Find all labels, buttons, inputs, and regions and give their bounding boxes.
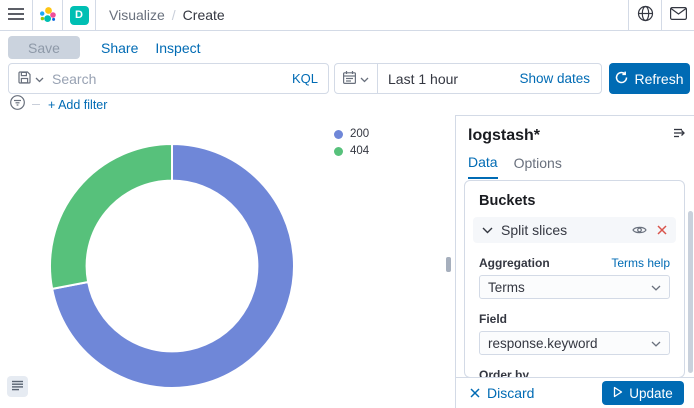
legend-toggle-button[interactable] — [7, 376, 28, 397]
show-dates-button[interactable]: Show dates — [519, 71, 601, 86]
buckets-card: Buckets Split slices — [464, 180, 685, 378]
space-badge[interactable]: D — [69, 5, 89, 25]
refresh-icon — [615, 71, 628, 87]
time-range-value[interactable]: Last 1 hour — [388, 70, 459, 87]
legend-item-404[interactable]: 404 — [334, 145, 369, 157]
top-nav: Save Share Inspect — [0, 32, 694, 63]
space-selector[interactable]: D — [63, 0, 96, 30]
split-slices-accordion[interactable]: Split slices — [473, 217, 676, 243]
panel-resize-handle[interactable] — [446, 257, 451, 272]
panel-scrollbar[interactable] — [688, 211, 693, 373]
filter-options-button[interactable] — [10, 94, 25, 115]
hamburger-icon — [8, 7, 24, 24]
field-select[interactable]: response.keyword — [479, 331, 670, 355]
list-icon — [12, 379, 23, 394]
donut-slice-404[interactable] — [49, 143, 173, 290]
buckets-heading: Buckets — [479, 193, 536, 209]
field-label: Field — [479, 312, 508, 326]
editor-side-panel: logstash* Data Options Buckets Split sli… — [455, 115, 694, 408]
breadcrumb-visualize[interactable]: Visualize — [109, 7, 165, 23]
newsfeed-button[interactable] — [661, 0, 694, 30]
legend-swatch — [334, 129, 343, 139]
terms-help-link[interactable]: Terms help — [611, 256, 670, 270]
saved-query-menu-button[interactable] — [9, 64, 52, 93]
inspect-button[interactable]: Inspect — [155, 39, 201, 56]
search-box: KQL — [8, 63, 329, 94]
share-button[interactable]: Share — [101, 39, 139, 56]
add-filter-button[interactable]: + Add filter — [48, 97, 108, 112]
play-icon — [613, 386, 623, 401]
split-slices-label: Split slices — [501, 222, 568, 238]
eye-icon — [632, 223, 647, 238]
mail-icon — [669, 7, 687, 23]
index-pattern-title: logstash* — [468, 127, 541, 144]
aggregation-label: Aggregation — [479, 256, 550, 270]
menu-right-icon — [672, 128, 686, 143]
aggregation-select[interactable]: Terms — [479, 275, 670, 299]
filter-icon — [10, 94, 25, 115]
update-button[interactable]: Update — [602, 381, 684, 405]
menu-button[interactable] — [0, 0, 33, 30]
query-bar: KQL Last 1 hour Show dates — [0, 63, 694, 94]
chevron-down-icon — [360, 71, 369, 86]
tab-options[interactable]: Options — [514, 154, 562, 179]
breadcrumb-create: Create — [182, 7, 225, 23]
legend-label: 404 — [350, 145, 370, 157]
refresh-button[interactable]: Refresh — [609, 63, 690, 94]
collapse-panel-button[interactable] — [672, 126, 686, 143]
chevron-down-icon — [651, 278, 661, 296]
editor-tabs: Data Options — [468, 154, 562, 179]
date-picker: Last 1 hour Show dates — [334, 63, 602, 94]
legend-swatch — [334, 146, 343, 156]
order-by-label: Order by — [479, 368, 530, 378]
remove-bucket-button[interactable] — [657, 223, 667, 238]
refresh-label: Refresh — [634, 70, 684, 87]
legend-item-200[interactable]: 200 — [334, 128, 369, 140]
panel-footer: Discard Update — [456, 377, 694, 408]
calendar-icon — [343, 70, 357, 87]
search-input[interactable] — [52, 70, 282, 87]
breadcrumb: Visualize / Create — [96, 0, 225, 30]
chevron-down-icon — [35, 71, 44, 86]
chevron-down-icon — [651, 334, 661, 352]
query-language-button[interactable]: KQL — [291, 71, 318, 86]
help-menu-button[interactable] — [628, 0, 661, 30]
globe-icon — [637, 5, 654, 25]
legend-label: 200 — [350, 128, 370, 140]
chart-legend: 200 404 — [334, 128, 369, 157]
close-icon — [470, 385, 480, 401]
save-query-icon — [18, 70, 31, 87]
filter-bar-divider — [32, 104, 40, 105]
toggle-visibility-button[interactable] — [632, 223, 647, 238]
filter-bar: + Add filter — [0, 94, 694, 115]
time-quick-select-button[interactable] — [335, 64, 378, 93]
donut-chart[interactable] — [42, 136, 302, 396]
breadcrumb-separator: / — [171, 7, 176, 23]
global-header: D Visualize / Create — [0, 0, 694, 31]
donut-slice-200[interactable] — [51, 143, 295, 389]
discard-button[interactable]: Discard — [470, 385, 534, 401]
visualization-area: 200 404 — [0, 115, 455, 408]
tab-data[interactable]: Data — [468, 154, 498, 179]
save-button[interactable]: Save — [8, 36, 80, 59]
elastic-logo[interactable] — [33, 0, 63, 30]
close-icon — [657, 223, 667, 238]
chevron-down-icon — [482, 221, 493, 239]
